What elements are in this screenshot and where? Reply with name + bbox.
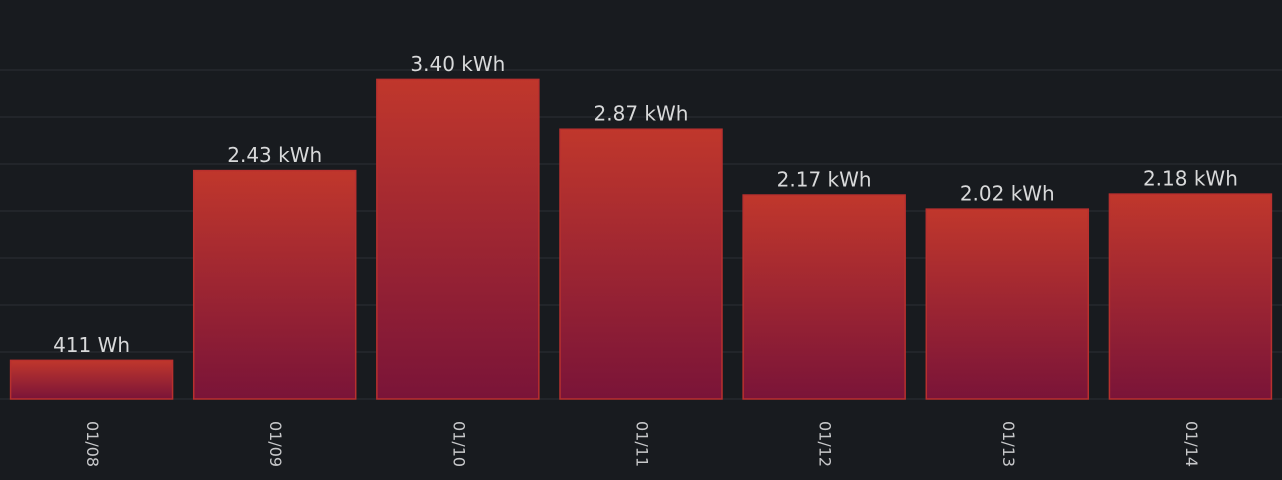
bar [9, 359, 174, 400]
bar [742, 194, 906, 400]
bar [559, 128, 723, 400]
x-tick-label: 01/11 [633, 421, 652, 467]
bar [925, 208, 1090, 400]
value-label: 411 Wh [53, 333, 130, 357]
value-label: 2.18 kWh [1143, 167, 1238, 191]
value-label: 2.17 kWh [777, 168, 872, 192]
value-label: 2.87 kWh [594, 102, 689, 126]
bar [1108, 193, 1273, 400]
x-tick-label: 01/08 [83, 421, 102, 467]
bar [376, 78, 540, 400]
x-tick-label: 01/10 [449, 421, 468, 467]
x-tick-label: 01/12 [816, 421, 835, 467]
x-tick-label: 01/09 [266, 421, 285, 467]
value-label: 3.40 kWh [410, 52, 505, 76]
x-tick-label: 01/14 [1182, 421, 1201, 467]
value-label: 2.02 kWh [960, 182, 1055, 206]
x-tick-label: 01/13 [999, 421, 1018, 467]
value-label: 2.43 kWh [227, 143, 322, 167]
bar [192, 169, 357, 400]
